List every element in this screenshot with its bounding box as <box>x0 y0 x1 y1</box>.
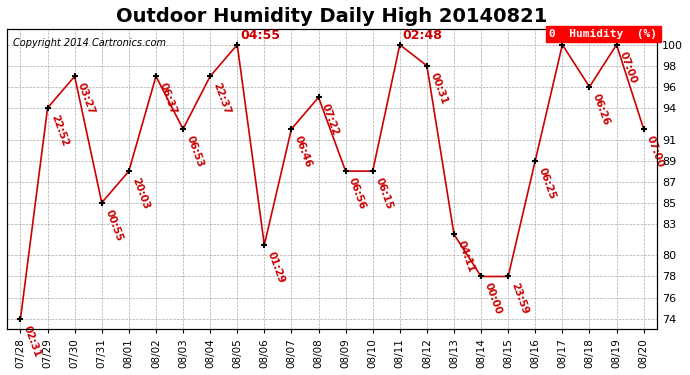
Text: 07:00: 07:00 <box>618 50 639 85</box>
Text: 00:31: 00:31 <box>428 71 449 106</box>
Text: 06:25: 06:25 <box>537 166 558 200</box>
Text: 06:56: 06:56 <box>347 176 368 211</box>
Text: 0: 0 <box>565 28 574 42</box>
Text: 22:37: 22:37 <box>212 82 233 116</box>
Text: 06:15: 06:15 <box>374 176 395 211</box>
Text: 20:03: 20:03 <box>130 176 151 211</box>
Text: 23:59: 23:59 <box>509 282 530 316</box>
Text: 06:26: 06:26 <box>591 92 611 127</box>
Text: 07:00: 07:00 <box>645 134 666 169</box>
Text: 0  Humidity  (%): 0 Humidity (%) <box>549 29 657 39</box>
Text: 22:52: 22:52 <box>49 113 70 148</box>
Text: 04:55: 04:55 <box>240 28 280 42</box>
Text: 03:27: 03:27 <box>76 82 97 116</box>
Text: 02:31: 02:31 <box>22 324 43 358</box>
Text: 01:29: 01:29 <box>266 250 286 285</box>
Text: Copyright 2014 Cartronics.com: Copyright 2014 Cartronics.com <box>13 38 166 48</box>
Text: 02:48: 02:48 <box>402 28 442 42</box>
Text: 06:46: 06:46 <box>293 134 313 169</box>
Text: 07:22: 07:22 <box>320 103 341 137</box>
Text: 04:11: 04:11 <box>455 240 476 274</box>
Title: Outdoor Humidity Daily High 20140821: Outdoor Humidity Daily High 20140821 <box>117 7 548 26</box>
Text: 00:00: 00:00 <box>482 282 503 316</box>
Text: 06:53: 06:53 <box>184 134 205 169</box>
Text: 00:55: 00:55 <box>103 208 124 243</box>
Text: 06:37: 06:37 <box>157 82 178 116</box>
